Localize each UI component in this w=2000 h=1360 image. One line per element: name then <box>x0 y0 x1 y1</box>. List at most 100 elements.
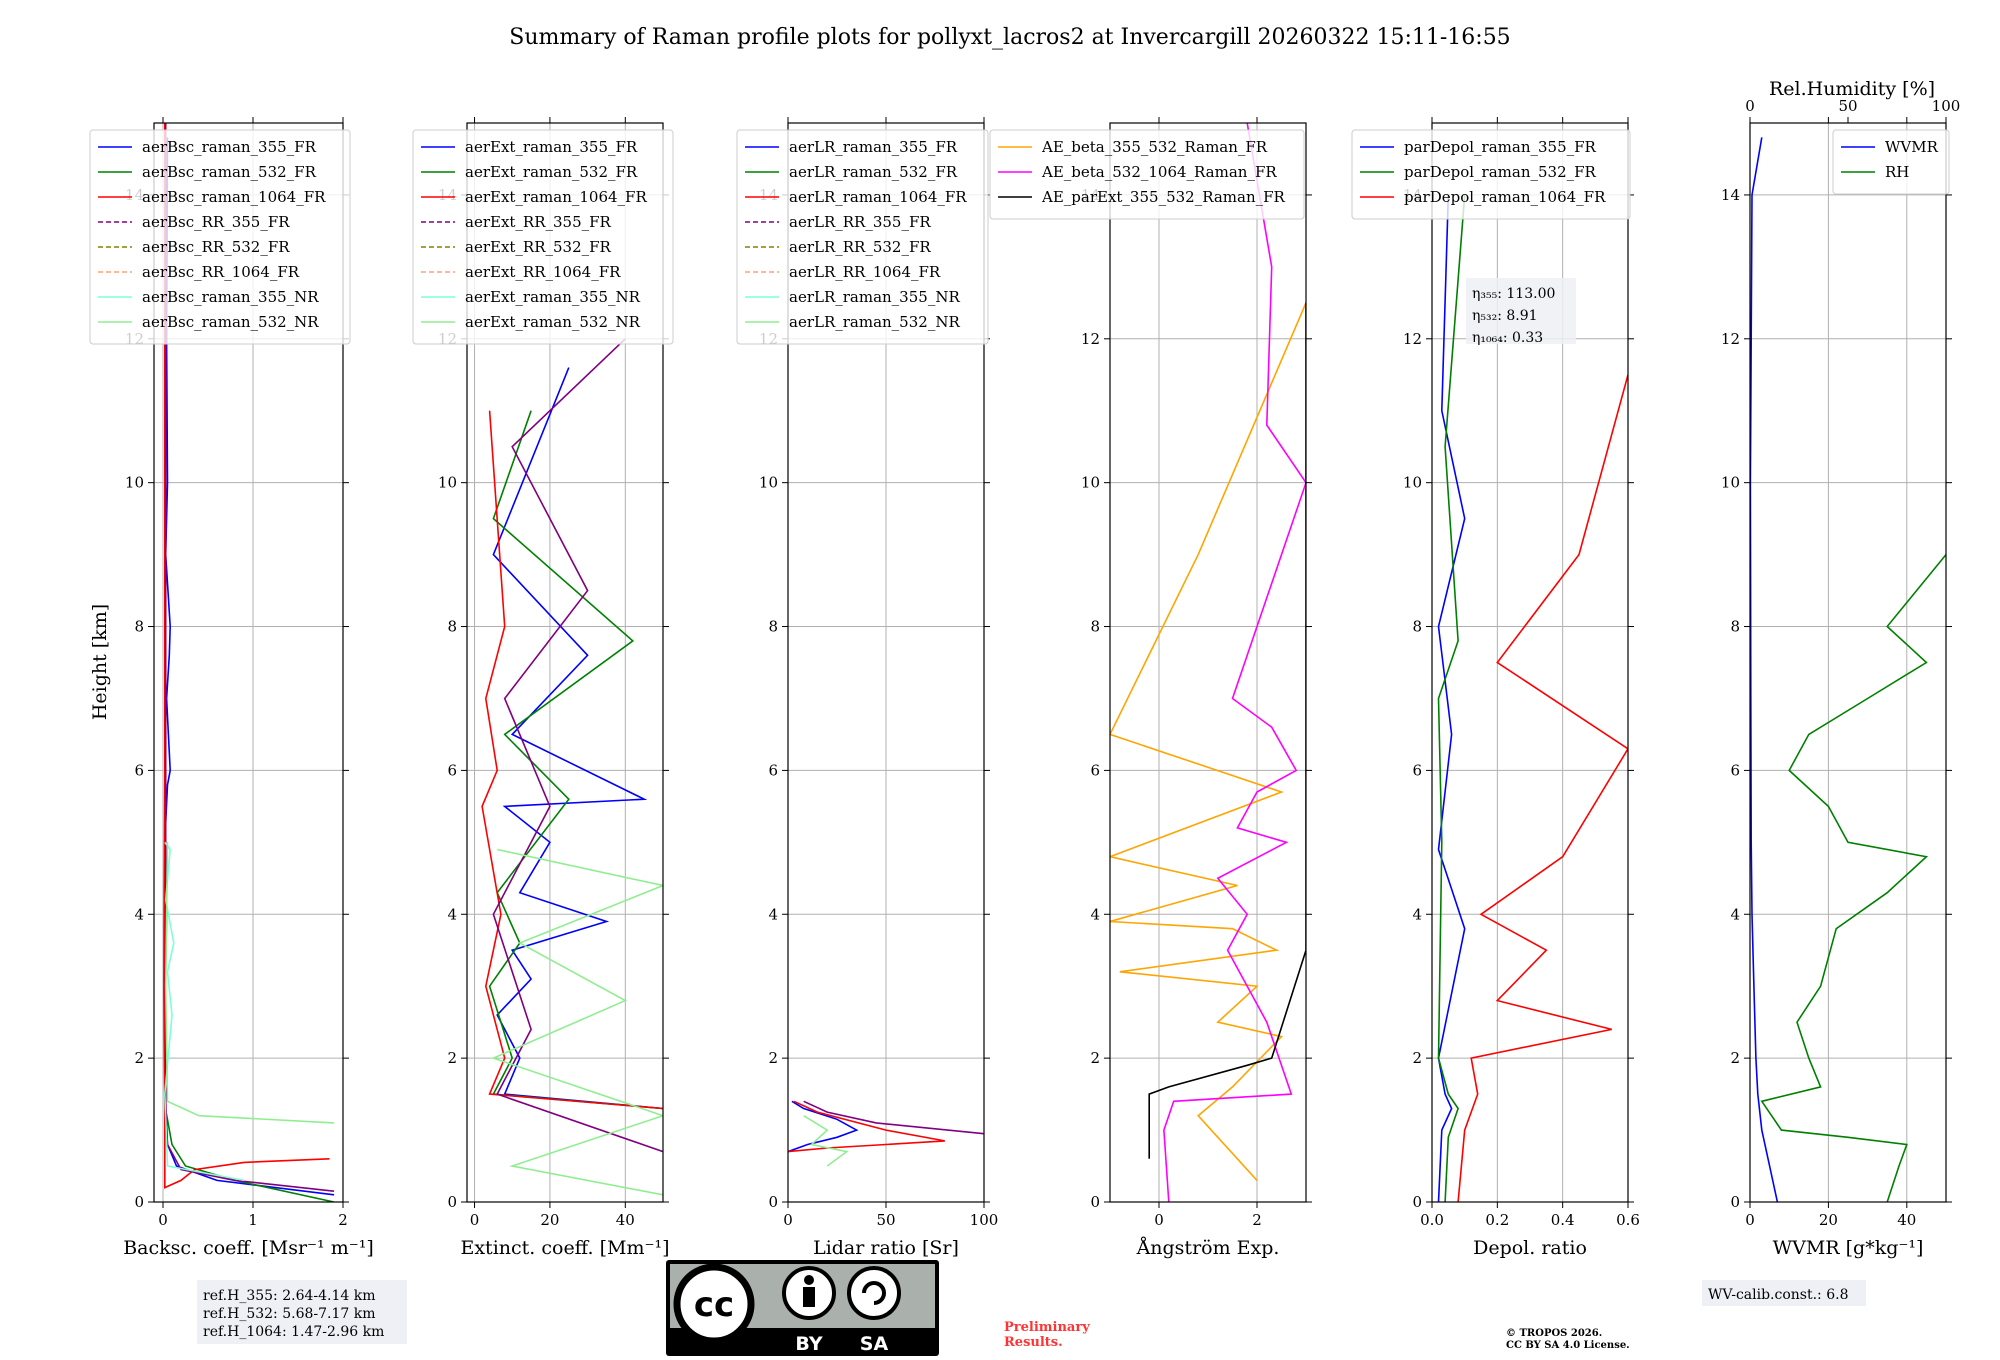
y-tick-label: 2 <box>134 1049 144 1067</box>
legend: aerLR_raman_355_FR aerLR_raman_532_FR aerL… <box>736 129 989 345</box>
cc-label: cc <box>694 1285 734 1325</box>
preliminary-line-2: Results. <box>1004 1335 1063 1350</box>
x-tick-label: 0.4 <box>1551 1211 1575 1229</box>
y-tick-label: 8 <box>1730 618 1740 636</box>
panel-ae: 0202468101214Ångström Exp.AE_beta_355_53… <box>989 117 1312 1259</box>
series-line-aerExt_raman_532_FR <box>488 410 663 1110</box>
x-tick-label: 0.2 <box>1485 1211 1509 1229</box>
x-tick-label: 40 <box>1897 1211 1916 1229</box>
legend-label: aerExt_RR_532_FR <box>465 238 612 256</box>
x-tick-label: 2 <box>1252 1211 1262 1229</box>
panels-group: 01202468101214Backsc. coeff. [Msr⁻¹ m⁻¹]… <box>89 78 1960 1306</box>
series-line-parDepol_raman_1064_FR <box>1457 374 1628 1202</box>
y-tick-label: 8 <box>447 618 457 636</box>
y-tick-label: 12 <box>1081 330 1100 348</box>
legend-frame <box>89 129 351 345</box>
series-line-aerLR_raman_532_NR <box>803 1115 849 1167</box>
panel-depol: 0.00.20.40.602468101214Depol. ratioparDe… <box>1351 117 1640 1259</box>
x-tick-label: 0 <box>158 1211 168 1229</box>
calib-box <box>1702 1280 1866 1306</box>
series-group <box>788 1100 984 1167</box>
legend-label: aerExt_raman_532_NR <box>465 313 641 331</box>
x-tick-label: 20 <box>540 1211 559 1229</box>
share-alike-icon <box>847 1266 901 1320</box>
x-axis-label: Depol. ratio <box>1473 1237 1587 1259</box>
x-tick-label: 1 <box>248 1211 258 1229</box>
wv-calib-const: WV-calib.const.: 6.8 <box>1708 1287 1848 1303</box>
x-tick-label: 0 <box>1154 1211 1164 1229</box>
legend-label: WVMR <box>1885 138 1939 156</box>
ref-height-355: ref.H_355: 2.64-4.14 km <box>203 1288 376 1304</box>
sa-label: SA <box>860 1333 889 1355</box>
axes-frame <box>1749 122 1947 1203</box>
legend-label: aerBsc_RR_355_FR <box>142 213 290 231</box>
ref-height-532: ref.H_532: 5.68-7.17 km <box>203 1306 376 1322</box>
series-line-parDepol_raman_532_FR <box>1437 194 1466 1202</box>
y-tick-label: 10 <box>125 474 144 492</box>
legend-label: aerBsc_raman_355_NR <box>142 288 319 306</box>
x-axis-label: Extinct. coeff. [Mm⁻¹] <box>460 1237 669 1259</box>
series-line-aerBsc_raman_355_NR <box>163 841 245 1182</box>
rh-axis-label: Rel.Humidity [%] <box>1769 78 1935 100</box>
cc-icon <box>673 1263 755 1345</box>
x-tick-label: 0.6 <box>1616 1211 1640 1229</box>
series-line-AE_beta_532_1064_Raman_FR <box>1163 123 1306 1202</box>
legend-label: parDepol_raman_532_FR <box>1404 163 1597 181</box>
x-axis-label: WVMR [g*kg⁻¹] <box>1773 1237 1924 1259</box>
y-tick-label: 0 <box>134 1193 144 1211</box>
y-tick-label: 2 <box>1412 1049 1422 1067</box>
y-tick-label: 0 <box>768 1193 778 1211</box>
preliminary-line-1: Preliminary <box>1004 1320 1090 1335</box>
wv-calibration-box: WV-calib.const.: 6.8 <box>1702 1280 1866 1306</box>
legend-label: AE_beta_355_532_Raman_FR <box>1041 138 1268 156</box>
legend-label: aerBsc_raman_532_FR <box>142 163 317 181</box>
legend-label: aerLR_raman_355_NR <box>789 288 960 306</box>
legend: parDepol_raman_355_FR parDepol_raman_532_… <box>1351 129 1631 220</box>
panel-bsc: 01202468101214Backsc. coeff. [Msr⁻¹ m⁻¹]… <box>89 117 374 1259</box>
y-tick-label: 10 <box>1403 474 1422 492</box>
series-line-aerLR_RR_355_FR <box>803 1100 984 1135</box>
legend: aerExt_raman_355_FR aerExt_raman_532_FRae… <box>412 129 674 345</box>
y-tick-label: 4 <box>447 905 457 923</box>
legend-label: aerExt_raman_355_NR <box>465 288 641 306</box>
x-tick-label: 0.0 <box>1420 1211 1444 1229</box>
rh-top-axis: Rel.Humidity [%] 0 50 100 <box>1745 78 1960 123</box>
legend: AE_beta_355_532_Raman_FR AE_beta_532_1064… <box>989 129 1305 220</box>
y-tick-label: 0 <box>447 1193 457 1211</box>
legend-label: AE_beta_532_1064_Raman_FR <box>1041 163 1277 181</box>
y-tick-label: 6 <box>1090 761 1100 779</box>
legend-label: aerLR_RR_355_FR <box>789 213 931 231</box>
legend-label: aerExt_raman_1064_FR <box>465 188 647 206</box>
x-tick-label: 40 <box>616 1211 635 1229</box>
y-tick-label: 6 <box>1412 761 1422 779</box>
axes-frame <box>1431 122 1629 1203</box>
y-tick-label: 6 <box>447 761 457 779</box>
copyright-line-1: © TROPOS 2026. <box>1506 1328 1602 1339</box>
legend-label: RH <box>1885 163 1909 181</box>
series-line-WVMR <box>1750 137 1779 1202</box>
axes-frame <box>1109 122 1307 1203</box>
axes-frame <box>153 122 344 1203</box>
y-tick-label: 6 <box>134 761 144 779</box>
license-badge: cc BY SA <box>666 1260 939 1356</box>
legend-label: parDepol_raman_355_FR <box>1404 138 1597 156</box>
panel-ext: 0204002468101214Extinct. coeff. [Mm⁻¹]ae… <box>412 117 674 1259</box>
x-axis-label: Lidar ratio [Sr] <box>813 1237 959 1259</box>
y-tick-label: 4 <box>1730 905 1740 923</box>
series-group <box>1750 137 1946 1202</box>
y-tick-label: 8 <box>768 618 778 636</box>
legend-label: aerLR_RR_1064_FR <box>789 263 941 281</box>
y-tick-label: 10 <box>1721 474 1740 492</box>
series-group <box>163 123 335 1202</box>
legend-frame <box>989 129 1305 220</box>
legend-label: aerLR_raman_1064_FR <box>789 188 967 206</box>
legend-label: aerBsc_RR_1064_FR <box>142 263 300 281</box>
x-axis-label: Backsc. coeff. [Msr⁻¹ m⁻¹] <box>123 1237 374 1259</box>
legend-label: aerLR_raman_355_FR <box>789 138 958 156</box>
legend-label: aerExt_RR_1064_FR <box>465 263 621 281</box>
depol-annotations: η₃₅₅: 113.00 η₅₃₂: 8.91 η₁₀₆₄: 0.33 <box>1466 278 1576 346</box>
y-tick-label: 10 <box>1081 474 1100 492</box>
series-group <box>1437 194 1628 1202</box>
y-tick-label: 0 <box>1412 1193 1422 1211</box>
axes-frame <box>787 122 985 1203</box>
